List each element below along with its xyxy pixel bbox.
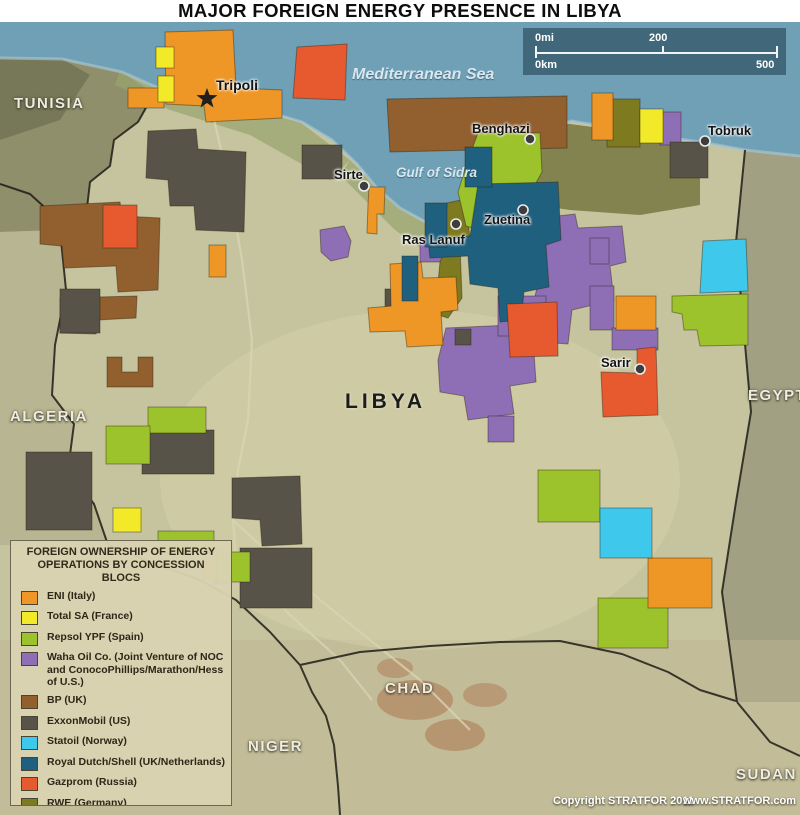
scale-mi-200: 200 [649, 32, 668, 44]
blocks-eni [127, 29, 713, 609]
terrain-shading [0, 58, 800, 815]
scale-km-zero: 0km [535, 59, 558, 71]
legend-swatch-rwe [21, 797, 38, 805]
legend-swatch-exxonmobil [21, 715, 38, 730]
legend-item-gazprom: Gazprom (Russia) [17, 776, 225, 792]
city-marker-ras-lanuf [450, 218, 462, 230]
blocks-shell [401, 146, 562, 323]
city-marker-sarir [634, 363, 646, 375]
legend-swatch-gazprom [21, 777, 38, 792]
legend-item-total: Total SA (France) [17, 610, 225, 626]
legend: FOREIGN OWNERSHIP OF ENERGY OPERATIONS B… [10, 540, 232, 806]
city-label-sarir: Sarir [601, 355, 631, 370]
page-title: MAJOR FOREIGN ENERGY PRESENCE IN LIBYA [178, 0, 622, 21]
city-label-benghazi: Benghazi [472, 121, 530, 136]
legend-item-statoil: Statoil (Norway) [17, 735, 225, 751]
scale-tick-200mi [662, 46, 664, 54]
city-label-ras-lanuf: Ras Lanuf [402, 232, 465, 247]
legend-item-exxonmobil: ExxonMobil (US) [17, 715, 225, 730]
country-label-tunisia: TUNISIA [14, 95, 85, 112]
gulf-of-sidra-label: Gulf of Sidra [396, 165, 477, 180]
scale-bar: 0mi 200 0km 500 [523, 28, 786, 75]
legend-swatch-statoil [21, 736, 38, 751]
city-label-sirte: Sirte [334, 167, 363, 182]
legend-swatch-shell [21, 756, 38, 771]
city-label-tobruk: Tobruk [708, 123, 752, 138]
legend-swatch-total [21, 611, 38, 626]
title-bar: MAJOR FOREIGN ENERGY PRESENCE IN LIBYA [0, 0, 800, 22]
legend-item-waha: Waha Oil Co. (Joint Venture of NOC and C… [17, 651, 225, 689]
scale-mi-zero: 0mi [535, 32, 554, 44]
city-marker-benghazi [524, 133, 536, 145]
copyright-text: Copyright STRATFOR 2011 [553, 795, 694, 807]
legend-swatch-eni [21, 590, 38, 605]
country-label-egypt: EGYPT [748, 387, 800, 404]
city-marker-sirte [358, 180, 370, 192]
country-label-chad: CHAD [385, 680, 435, 697]
legend-item-repsol: Repsol YPF (Spain) [17, 631, 225, 646]
legend-swatch-bp [21, 695, 38, 710]
city-label-tripoli: Tripoli [216, 77, 258, 93]
city-markers [196, 88, 711, 375]
country-label-niger: NIGER [248, 738, 304, 755]
country-label-sudan: SUDAN [736, 766, 797, 783]
legend-item-bp: BP (UK) [17, 694, 225, 710]
scale-km-500: 500 [756, 59, 775, 71]
city-label-zuetina: Zuetina [484, 212, 531, 227]
scale-line [535, 52, 778, 54]
country-label-algeria: ALGERIA [10, 408, 88, 425]
legend-item-eni: ENI (Italy) [17, 590, 225, 605]
scale-tick-start [535, 46, 537, 58]
legend-swatch-repsol [21, 631, 38, 646]
legend-title: FOREIGN OWNERSHIP OF ENERGY OPERATIONS B… [26, 546, 216, 585]
legend-swatch-waha [21, 652, 38, 667]
city-marker-zuetina [517, 204, 529, 216]
mediterranean-sea-label: Mediterranean Sea [352, 66, 495, 83]
scale-tick-end [776, 46, 778, 58]
blocks-total [112, 46, 664, 533]
website-text: www.STRATFOR.com [682, 795, 796, 807]
tripoli-star-icon [196, 88, 218, 108]
legend-item-shell: Royal Dutch/Shell (UK/Netherlands) [17, 756, 225, 771]
city-marker-tobruk [699, 135, 711, 147]
country-label-libya: LIBYA [345, 390, 427, 413]
legend-item-rwe: RWE (Germany) [17, 797, 225, 805]
blocks-statoil [599, 238, 749, 559]
